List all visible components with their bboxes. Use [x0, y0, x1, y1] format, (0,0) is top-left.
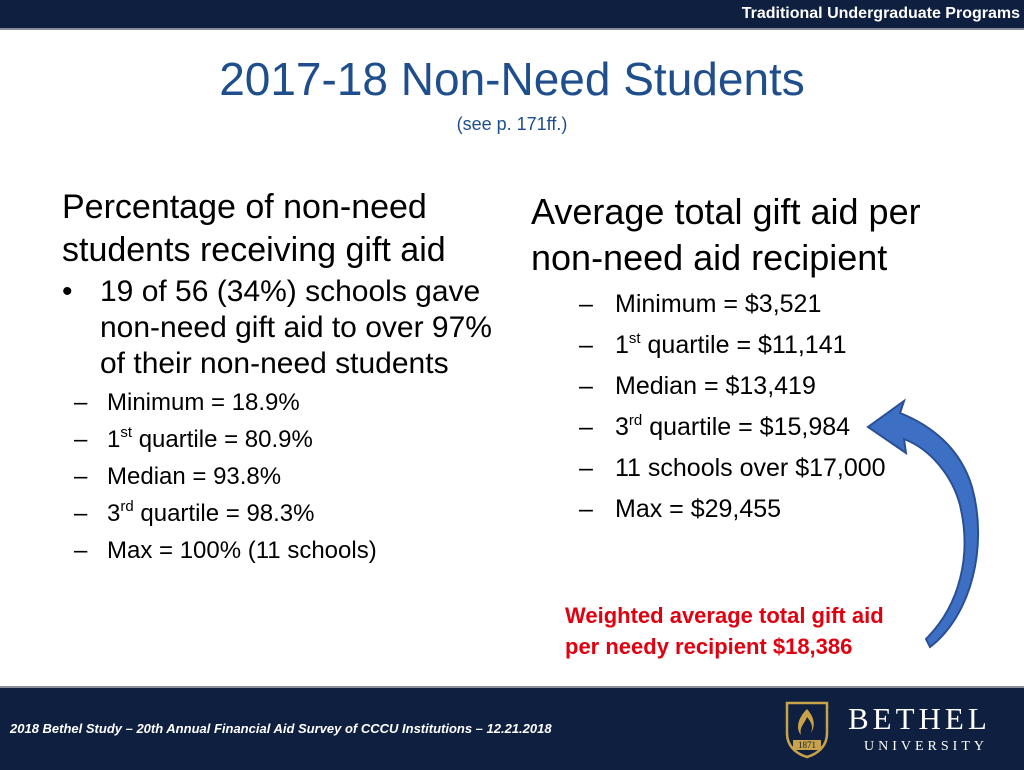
ordinal-suffix: rd [628, 412, 643, 429]
left-bullet: • 19 of 56 (34%) schools gave non-need g… [62, 274, 502, 382]
footer-citation: 2018 Bethel Study – 20th Annual Financia… [10, 721, 552, 736]
right-stat-text: quartile = $15,984 [642, 413, 851, 441]
right-stat-max: – Max = $29,455 [531, 494, 951, 524]
logo-year: 1871 [798, 740, 816, 750]
left-stat-text: 1 [107, 426, 121, 453]
dash-marker: – [74, 537, 88, 564]
footer-bar: 2018 Bethel Study – 20th Annual Financia… [0, 686, 1024, 770]
callout-line-2: per needy recipient $18,386 [565, 634, 853, 659]
left-heading: Percentage of non-need students receivin… [62, 188, 446, 269]
ordinal-suffix: st [628, 330, 641, 347]
left-stat-median: – Median = 93.8% [62, 462, 502, 491]
right-stat-text: Minimum = $3,521 [615, 290, 822, 318]
left-bullet-text: 19 of 56 (34%) schools gave non-need gif… [100, 275, 492, 380]
dash-marker: – [579, 372, 593, 400]
left-stat-text: quartile = 80.9% [132, 426, 313, 453]
dash-marker: – [579, 454, 593, 482]
weighted-average-callout: Weighted average total gift aid per need… [565, 600, 884, 662]
dash-marker: – [579, 331, 593, 359]
dash-marker: – [74, 463, 88, 490]
page-title: 2017-18 Non-Need Students [219, 53, 805, 105]
right-stat-third-quartile: –3rd quartile = $15,984 [531, 412, 951, 442]
left-stat-text: Median = 93.8% [107, 463, 282, 490]
right-stat-text: 1 [615, 331, 629, 359]
right-stat-over-17000: –11 schools over $17,000 [531, 453, 951, 483]
right-column: Average total gift aid per non-need aid … [531, 189, 951, 535]
left-stat-text: 3 [107, 500, 121, 527]
program-label: Traditional Undergraduate Programs [741, 5, 1020, 22]
dash-marker: – [74, 426, 88, 453]
bullet-marker: • [62, 275, 73, 308]
left-stats-list: – Minimum = 18.9% –1st quartile = 80.9% –… [62, 388, 502, 565]
right-stats-list: – Minimum = $3,521 –1st quartile = $11,14… [531, 289, 951, 524]
right-stat-text: quartile = $11,141 [640, 331, 847, 359]
left-stat-first-quartile: –1st quartile = 80.9% [62, 425, 502, 454]
right-stat-text: 3 [615, 413, 629, 441]
left-stat-text: Minimum = 18.9% [107, 389, 300, 416]
right-stat-minimum: – Minimum = $3,521 [531, 289, 951, 319]
right-stat-first-quartile: –1st quartile = $11,141 [531, 330, 951, 360]
left-stat-minimum: – Minimum = 18.9% [62, 388, 502, 417]
ordinal-suffix: st [120, 424, 133, 441]
page-subtitle: (see p. 171ff.) [456, 114, 568, 134]
dash-marker: – [74, 500, 88, 527]
right-heading: Average total gift aid per non-need aid … [531, 191, 921, 278]
dash-marker: – [579, 495, 593, 523]
left-stat-text: Max = 100% (11 schools) [107, 537, 377, 564]
logo-name: BETHEL [848, 701, 991, 736]
curved-arrow-icon [866, 398, 980, 649]
ordinal-suffix: rd [120, 498, 134, 515]
dash-marker: – [579, 413, 593, 441]
dash-marker: – [579, 290, 593, 318]
flame-shield-icon: 1871 [785, 701, 829, 759]
right-stat-text: Max = $29,455 [615, 495, 782, 523]
left-column: Percentage of non-need students receivin… [62, 186, 502, 573]
dash-marker: – [74, 389, 88, 416]
top-bar: Traditional Undergraduate Programs [0, 0, 1024, 30]
right-stat-median: – Median = $13,419 [531, 371, 951, 401]
callout-line-1: Weighted average total gift aid [565, 603, 884, 628]
left-stat-text: quartile = 98.3% [133, 500, 315, 527]
logo-subtitle: UNIVERSITY [864, 739, 988, 754]
left-stat-third-quartile: –3rd quartile = 98.3% [62, 499, 502, 528]
right-stat-text: Median = $13,419 [615, 372, 816, 400]
left-stat-max: – Max = 100% (11 schools) [62, 536, 502, 565]
right-stat-text: 11 schools over $17,000 [615, 454, 886, 482]
